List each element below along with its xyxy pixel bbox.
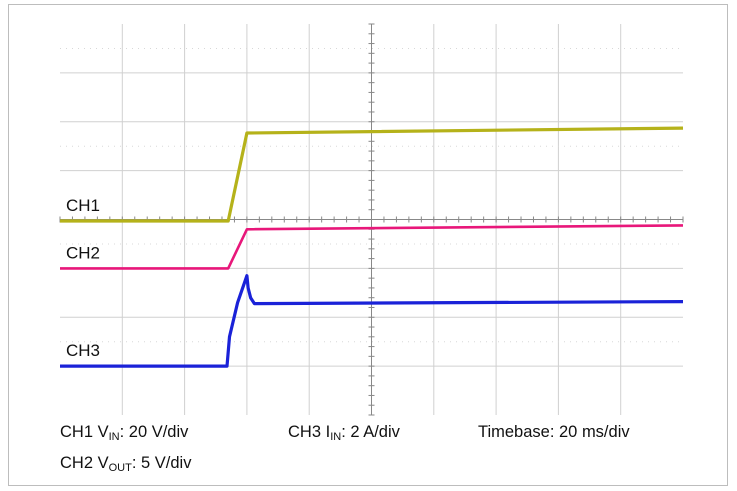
caption-ch3-sub: IN [330, 431, 342, 443]
caption-ch3: CH3 IIN: 2 A/div [288, 423, 400, 443]
caption-ch1-sub: IN [108, 431, 120, 443]
trace-ch2 [60, 224, 684, 270]
caption-ch2: CH2 VOUT: 5 V/div [60, 454, 191, 474]
caption-ch1-rest: : 20 V/div [119, 423, 189, 441]
caption-ch3-name: CH3 I [288, 423, 331, 441]
trace-label-ch3: CH3 [66, 341, 100, 360]
trace-ch1 [60, 126, 684, 223]
trace-label-ch1: CH1 [66, 196, 100, 215]
caption-ch2-rest: : 5 V/div [131, 454, 192, 472]
caption-ch1-name: CH1 V [60, 423, 109, 441]
caption-timebase: Timebase: 20 ms/div [478, 423, 630, 441]
caption-ch2-name: CH2 V [60, 454, 109, 472]
caption-ch2-sub: OUT [108, 462, 132, 474]
figure-frame [8, 4, 728, 486]
caption-ch3-rest: : 2 A/div [341, 423, 400, 441]
trace-label-ch2: CH2 [66, 243, 100, 262]
caption-ch1: CH1 VIN: 20 V/div [60, 423, 188, 443]
trace-ch3 [60, 274, 684, 368]
